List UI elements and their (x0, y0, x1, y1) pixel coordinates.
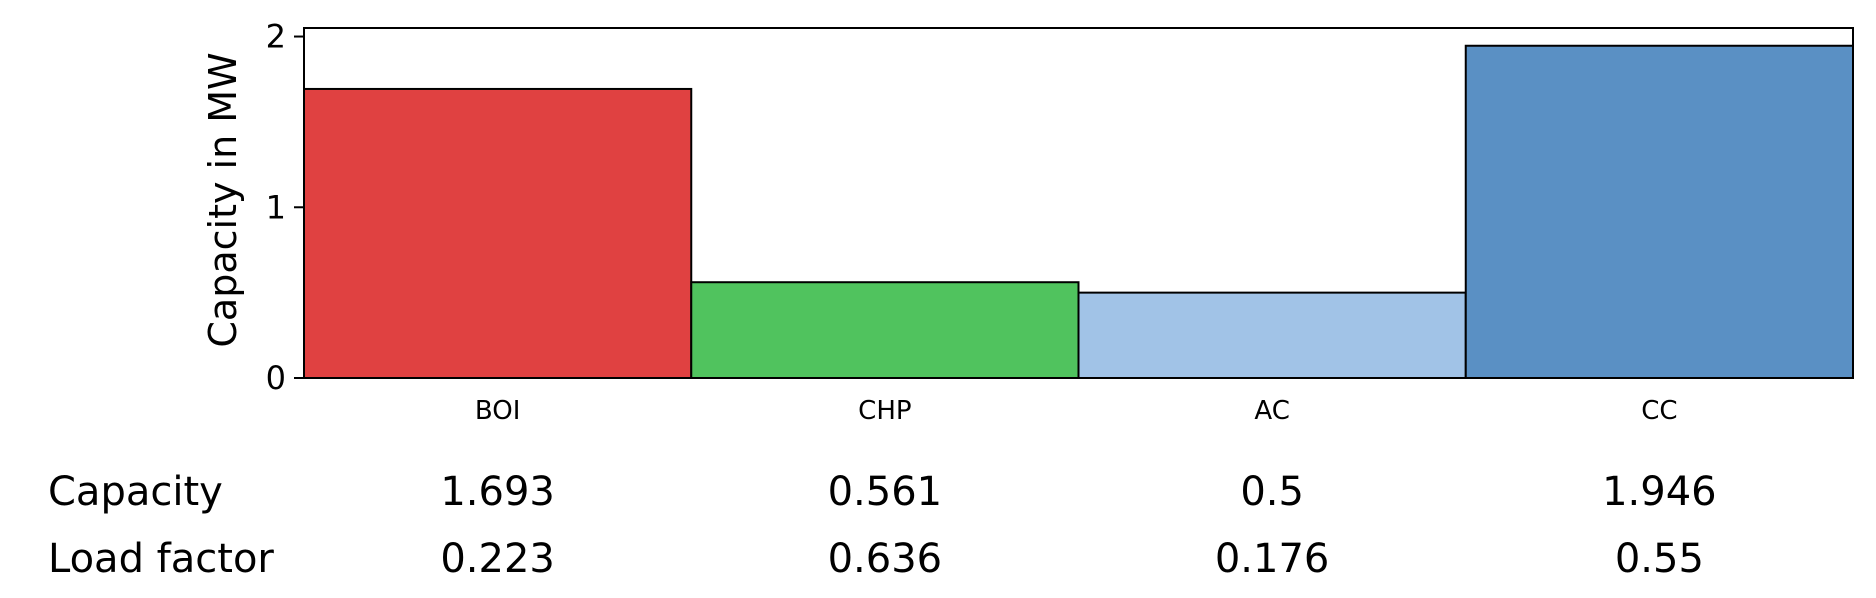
plot-frame (303, 27, 1854, 379)
table-cell-value: 0.176 (1215, 536, 1330, 582)
x-category-label: AC (1254, 396, 1289, 426)
table-cell-value: 0.223 (440, 536, 555, 582)
y-axis-label: Capacity in MW (201, 52, 245, 347)
bar-cc (1464, 44, 1854, 379)
table-row-label: Capacity (48, 469, 223, 515)
table-cell-value: 0.561 (828, 469, 943, 515)
table-cell-value: 0.55 (1615, 536, 1704, 582)
table-row-label: Load factor (48, 536, 274, 582)
y-tick-label: 2 (266, 18, 286, 56)
x-category-label: BOI (475, 396, 521, 426)
bar-boi (303, 87, 693, 379)
x-category-label: CHP (858, 396, 911, 426)
table-cell-value: 0.636 (828, 536, 943, 582)
bar-ac (1077, 291, 1467, 380)
y-tick-label: 0 (266, 359, 286, 397)
table-cell-value: 0.5 (1240, 469, 1304, 515)
table-cell-value: 1.946 (1602, 469, 1717, 515)
table-cell-value: 1.693 (440, 469, 555, 515)
y-tick-label: 1 (266, 188, 286, 226)
bar-chp (690, 281, 1080, 379)
x-category-label: CC (1641, 396, 1677, 426)
